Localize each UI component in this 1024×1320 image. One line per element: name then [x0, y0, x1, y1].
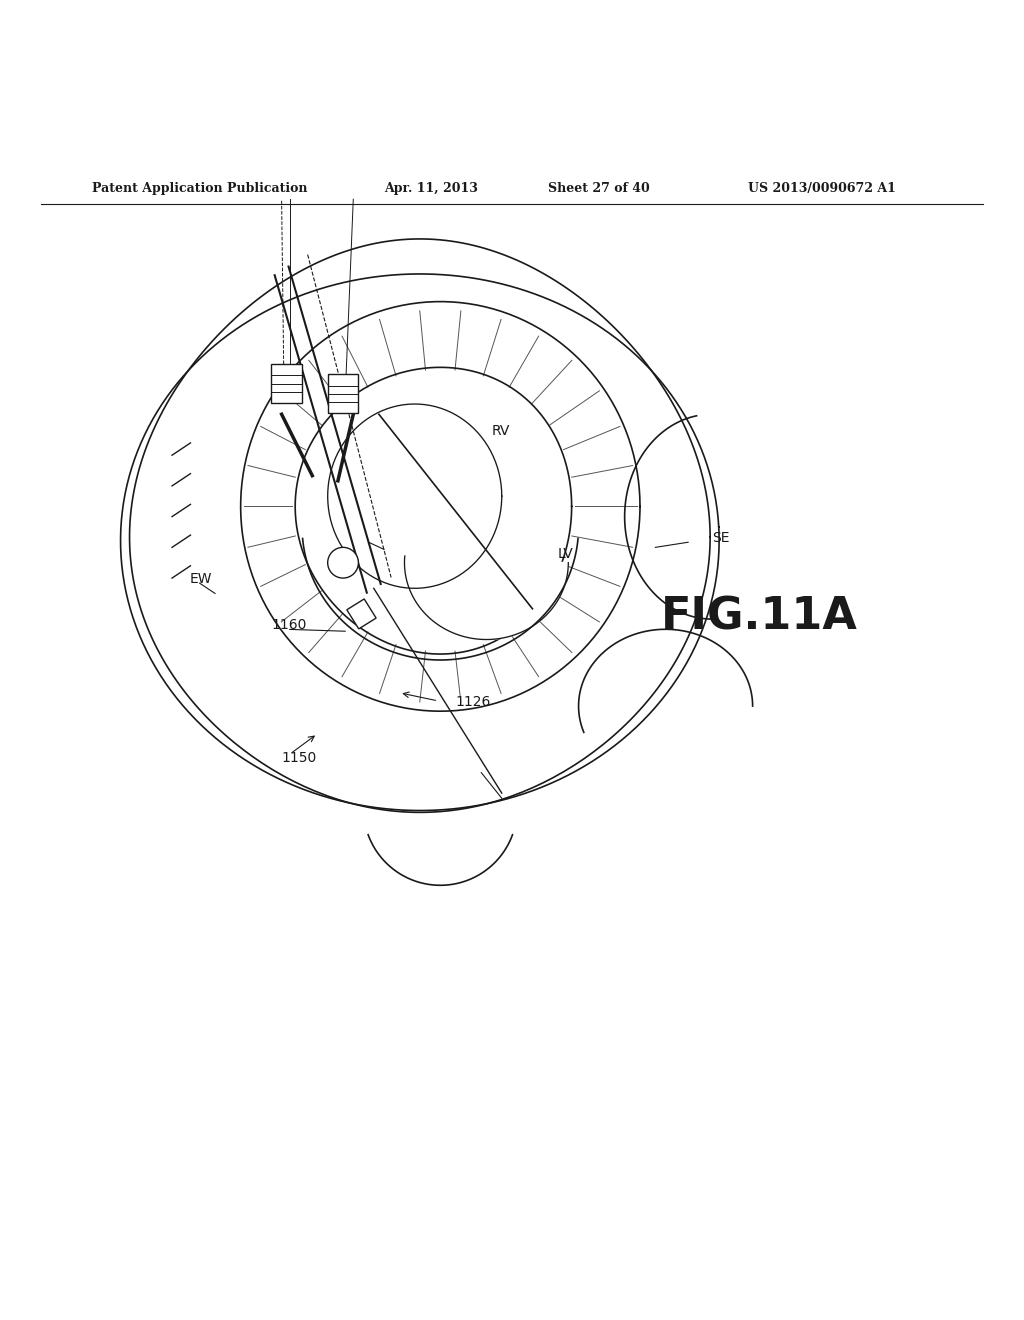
Text: 1160: 1160 [271, 618, 307, 632]
Text: 1145: 1145 [343, 531, 378, 545]
Text: 1150: 1150 [282, 751, 316, 766]
Polygon shape [121, 275, 719, 810]
Text: RV: RV [492, 424, 510, 438]
Bar [328, 375, 358, 413]
Text: EW: EW [189, 572, 212, 586]
Text: 1126: 1126 [456, 696, 492, 709]
Text: LV: LV [558, 546, 573, 561]
Polygon shape [295, 367, 571, 653]
Polygon shape [404, 556, 568, 639]
Polygon shape [328, 404, 502, 589]
Polygon shape [241, 301, 640, 711]
Text: Sheet 27 of 40: Sheet 27 of 40 [548, 182, 649, 195]
Bar [271, 364, 302, 403]
Bar [347, 599, 376, 628]
Text: Apr. 11, 2013: Apr. 11, 2013 [384, 182, 478, 195]
Text: SE: SE [712, 531, 729, 545]
Text: FIG.11A: FIG.11A [660, 595, 857, 639]
Text: US 2013/0090672 A1: US 2013/0090672 A1 [748, 182, 895, 195]
Circle shape [328, 548, 358, 578]
Text: Patent Application Publication: Patent Application Publication [92, 182, 307, 195]
